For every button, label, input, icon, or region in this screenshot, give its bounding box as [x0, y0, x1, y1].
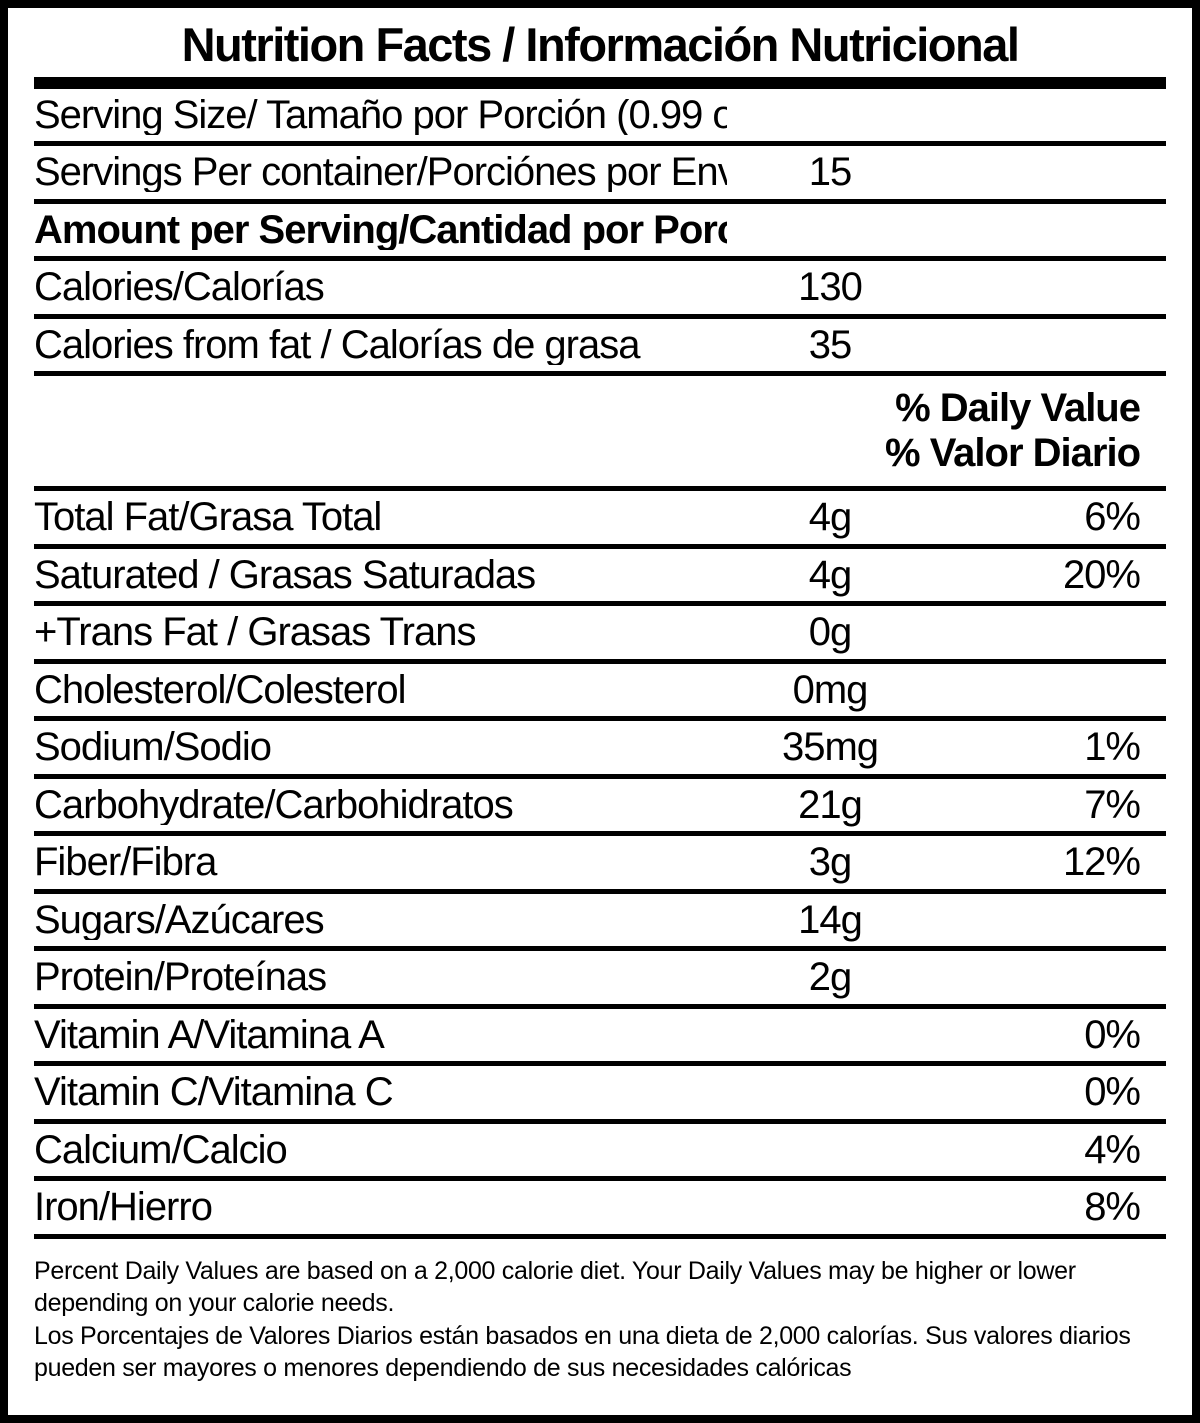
title-divider-bar: [34, 76, 1166, 89]
nutrient-label: Iron/Hierro: [34, 1187, 213, 1228]
footnote-english: Percent Daily Values are based on a 2,00…: [34, 1256, 1076, 1318]
nutrient-row: Saturated / Grasas Saturadas 4g 20%: [34, 549, 1166, 607]
nutrient-label: Cholesterol/Colesterol: [34, 669, 407, 710]
nutrient-row: Servings Per container/Porciónes por Env…: [34, 146, 1166, 204]
footnote-spanish: Los Porcentajes de Valores Diarios están…: [34, 1321, 1131, 1383]
nutrient-label: Sodium/Sodio: [34, 727, 272, 768]
nutrient-percent: 8%: [1084, 1185, 1141, 1230]
nutrient-label: Calcium/Calcio: [34, 1129, 288, 1170]
nutrient-amount: 4g: [808, 552, 853, 597]
footnote-section: Percent Daily Values are based on a 2,00…: [34, 1239, 1166, 1385]
nutrient-row: Carbohydrate/Carbohidratos 21g 7%: [34, 779, 1166, 837]
label-title: Nutrition Facts / Información Nutriciona…: [181, 18, 1020, 71]
nutrient-label: Calories from fat / Calorías de grasa: [34, 324, 640, 365]
nutrient-row: Serving Size/ Tamaño por Porción (0.99 o…: [34, 89, 1166, 147]
nutrient-amount: 130: [798, 265, 863, 310]
nutrient-label: Vitamin A/Vitamina A: [34, 1014, 385, 1055]
nutrient-amount: 2g: [808, 955, 853, 1000]
nutrient-row: Protein/Proteínas 2g: [34, 951, 1166, 1009]
nutrient-percent: 0%: [1084, 1070, 1141, 1115]
daily-value-header-line2: % Valor Diario: [885, 431, 1141, 476]
nutrient-row: Total Fat/Grasa Total 4g 6%: [34, 491, 1166, 549]
nutrient-label: Amount per Serving/Cantidad por Porción: [34, 209, 727, 250]
nutrient-amount: 21g: [798, 782, 863, 827]
nutrient-row: Calories from fat / Calorías de grasa 35: [34, 319, 1166, 377]
nutrient-label: Serving Size/ Tamaño por Porción (0.99 o…: [34, 94, 727, 135]
nutrient-percent: 20%: [1062, 552, 1141, 597]
nutrient-percent: 4%: [1084, 1127, 1141, 1172]
nutrient-amount: 3g: [808, 840, 853, 885]
nutrient-percent: 7%: [1084, 782, 1141, 827]
nutrient-row: Amount per Serving/Cantidad por Porción: [34, 204, 1166, 262]
nutrient-percent: 6%: [1084, 495, 1141, 540]
nutrient-row: Calcium/Calcio 4%: [34, 1124, 1166, 1182]
nutrient-label: Servings Per container/Porciónes por Env…: [34, 152, 727, 193]
nutrient-amount: 0g: [808, 610, 853, 655]
nutrient-label: Protein/Proteínas: [34, 957, 327, 998]
nutrient-amount: 14g: [798, 897, 863, 942]
nutrient-amount: 35mg: [781, 725, 879, 770]
nutrient-label: Total Fat/Grasa Total: [34, 497, 382, 538]
nutrient-row: Vitamin C/Vitamina C 0%: [34, 1066, 1166, 1124]
nutrient-row: Cholesterol/Colesterol 0mg: [34, 664, 1166, 722]
nutrient-row: Iron/Hierro 8%: [34, 1181, 1166, 1239]
nutrient-amount: 4g: [808, 495, 853, 540]
nutrient-label: Sugars/Azúcares: [34, 899, 325, 940]
daily-value-header: % Daily Value% Valor Diario: [34, 376, 1166, 492]
nutrient-amount: 15: [808, 150, 853, 195]
nutrient-percent: 0%: [1084, 1012, 1141, 1057]
nutrient-row: +Trans Fat / Grasas Trans 0g: [34, 606, 1166, 664]
nutrient-label: Carbohydrate/Carbohidratos: [34, 784, 514, 825]
nutrient-rows: Serving Size/ Tamaño por Porción (0.99 o…: [34, 89, 1166, 1239]
nutrient-amount: 35: [808, 322, 853, 367]
nutrient-row: Sodium/Sodio 35mg 1%: [34, 721, 1166, 779]
nutrient-label: Vitamin C/Vitamina C: [34, 1072, 394, 1113]
daily-value-header-line1: % Daily Value: [895, 386, 1141, 431]
nutrient-row: Vitamin A/Vitamina A 0%: [34, 1009, 1166, 1067]
nutrient-percent: 12%: [1062, 840, 1141, 885]
nutrient-label: +Trans Fat / Grasas Trans: [34, 612, 476, 653]
nutrient-row: Sugars/Azúcares 14g: [34, 894, 1166, 952]
nutrient-label: Saturated / Grasas Saturadas: [34, 554, 536, 595]
nutrient-percent: 1%: [1084, 725, 1141, 770]
nutrient-row: Calories/Calorías 130: [34, 261, 1166, 319]
nutrient-label: Calories/Calorías: [34, 267, 325, 308]
nutrient-amount: 0mg: [792, 667, 869, 712]
nutrient-row: Fiber/Fibra 3g 12%: [34, 836, 1166, 894]
nutrient-label: Fiber/Fibra: [34, 842, 217, 883]
